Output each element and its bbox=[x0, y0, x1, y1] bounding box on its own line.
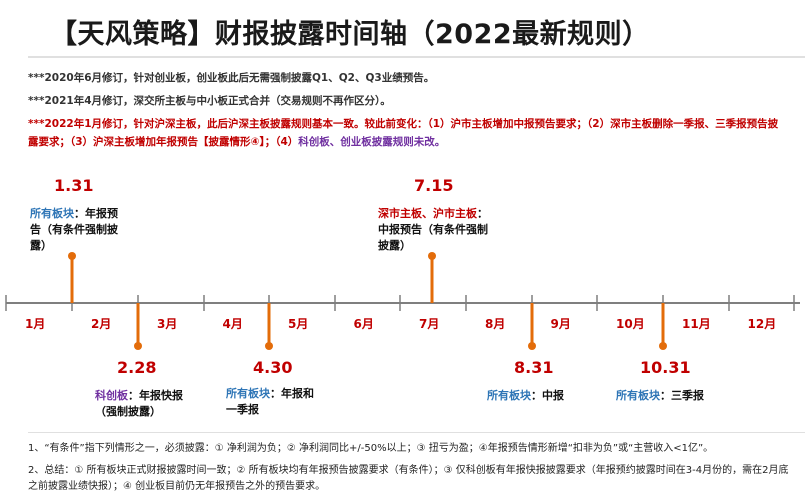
event-label-0715: 深市主板、沪市主板：中报预告（有条件强制披露） bbox=[378, 206, 490, 254]
footnote-2: 2、总结：① 所有板块正式财报披露时间一致；② 所有板块均有年报预告披露要求（有… bbox=[28, 465, 789, 492]
month-label-2: 2月 bbox=[91, 317, 112, 331]
connector-1031-dot bbox=[659, 342, 667, 350]
event-label-0228: 科创板：年报快报（强制披露） bbox=[95, 388, 187, 420]
event-connectors bbox=[68, 252, 667, 350]
footnote-divider bbox=[28, 432, 805, 433]
month-label-1: 1月 bbox=[25, 317, 46, 331]
event-desc-0131: ：年报预告（有条件强制披露） bbox=[30, 207, 118, 252]
note-2020: ***2020年6月修订，针对创业板，创业板此后无需强制披露Q1、Q2、Q3业绩… bbox=[28, 72, 435, 84]
connector-0131-dot bbox=[68, 252, 76, 260]
month-label-5: 5月 bbox=[288, 317, 309, 331]
event-board-0430: 所有板块 bbox=[226, 387, 270, 400]
event-date-0430: 4.30 bbox=[253, 358, 293, 377]
event-board-1031: 所有板块 bbox=[616, 389, 660, 402]
month-label-9: 9月 bbox=[550, 317, 571, 331]
event-label-0831: 所有板块：中报 bbox=[487, 388, 587, 404]
footnote-1: 1、“有条件”指下列情形之一，必须披露：① 净利润为负；② 净利润同比+/-50… bbox=[28, 443, 714, 454]
page-title: 【天风策略】财报披露时间轴（2022最新规则） bbox=[50, 19, 650, 50]
event-board-0131: 所有板块 bbox=[30, 207, 74, 220]
event-label-1031: 所有板块：三季报 bbox=[616, 388, 726, 404]
connector-0715-dot bbox=[428, 252, 436, 260]
month-label-10: 10月 bbox=[616, 317, 645, 331]
event-desc-0228: ：年报快报（强制披露） bbox=[95, 389, 183, 418]
month-label-4: 4月 bbox=[222, 317, 243, 331]
event-desc-0715: ：中报预告（有条件强制披露） bbox=[378, 207, 488, 252]
event-board-0831: 所有板块 bbox=[487, 389, 531, 402]
month-label-7: 7月 bbox=[419, 317, 440, 331]
event-date-0831: 8.31 bbox=[514, 358, 554, 377]
note-2021: ***2021年4月修订，深交所主板与中小板正式合并（交易规则不再作区分）。 bbox=[28, 95, 391, 107]
connector-0430-dot bbox=[265, 342, 273, 350]
event-board-0715: 深市主板、沪市主板 bbox=[378, 207, 477, 220]
event-date-0228: 2.28 bbox=[117, 358, 157, 377]
month-label-6: 6月 bbox=[353, 317, 374, 331]
event-date-0131: 1.31 bbox=[54, 176, 94, 195]
note-2022-purple: 科创板、创业板披露规则未改。 bbox=[298, 136, 446, 148]
event-label-0430: 所有板块：年报和一季报 bbox=[226, 386, 314, 418]
month-label-3: 3月 bbox=[157, 317, 178, 331]
month-label-11: 11月 bbox=[682, 317, 711, 331]
event-desc-0430: ：年报和一季报 bbox=[226, 387, 314, 416]
event-date-0715: 7.15 bbox=[414, 176, 454, 195]
title-divider bbox=[28, 56, 805, 58]
event-desc-1031: ：三季报 bbox=[660, 389, 704, 402]
month-label-8: 8月 bbox=[485, 317, 506, 331]
connector-0831-dot bbox=[528, 342, 536, 350]
note-2022: ***2022年1月修订，针对沪深主板，此后沪深主板披露规则基本一致。较此前变化… bbox=[28, 115, 788, 151]
event-label-0131: 所有板块：年报预告（有条件强制披露） bbox=[30, 206, 125, 254]
connector-0228-dot bbox=[134, 342, 142, 350]
month-label-12: 12月 bbox=[747, 317, 777, 331]
event-board-0228: 科创板 bbox=[95, 389, 128, 402]
note-2022-red: ***2022年1月修订，针对沪深主板，此后沪深主板披露规则基本一致。较此前变化… bbox=[28, 118, 779, 148]
event-desc-0831: ：中报 bbox=[531, 389, 564, 402]
event-date-1031: 10.31 bbox=[640, 358, 691, 377]
